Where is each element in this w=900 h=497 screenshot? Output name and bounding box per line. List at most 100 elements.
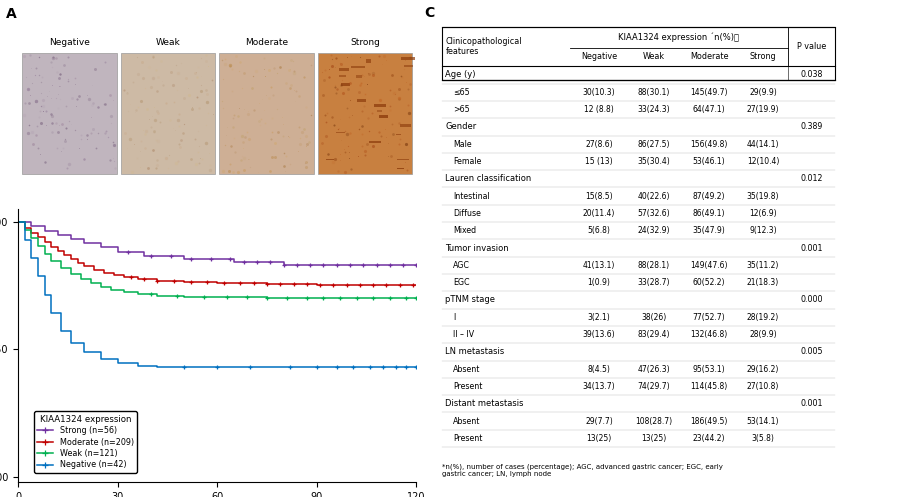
Bar <box>442 26 835 81</box>
Text: 12(6.9): 12(6.9) <box>749 209 777 218</box>
Bar <box>326 159 334 160</box>
Text: Male: Male <box>453 140 472 149</box>
Text: C: C <box>424 5 434 19</box>
Bar <box>339 69 349 71</box>
Text: 0.005: 0.005 <box>800 347 823 356</box>
Text: *n(%), number of cases (percentage); AGC, advanced gastric cancer; EGC, early
ga: *n(%), number of cases (percentage); AGC… <box>442 463 723 477</box>
Text: 15(8.5): 15(8.5) <box>585 192 613 201</box>
Text: 83(29.4): 83(29.4) <box>638 330 670 339</box>
Text: 88(28.1): 88(28.1) <box>638 261 670 270</box>
Bar <box>351 66 365 68</box>
Text: 74(29.7): 74(29.7) <box>638 382 670 391</box>
Text: I: I <box>453 313 455 322</box>
Text: 41(13.1): 41(13.1) <box>583 261 616 270</box>
Text: Moderate: Moderate <box>245 38 288 47</box>
Text: Weak: Weak <box>643 53 665 62</box>
Text: Clinicopathological
features: Clinicopathological features <box>446 37 522 56</box>
Text: 29(7.7): 29(7.7) <box>585 416 613 425</box>
Text: KIAA1324 expression ´n(%)。: KIAA1324 expression ´n(%)。 <box>618 32 739 42</box>
Text: 29(9.9): 29(9.9) <box>749 88 777 97</box>
Text: Gender: Gender <box>446 122 477 131</box>
Bar <box>396 134 401 135</box>
Text: 12(10.4): 12(10.4) <box>747 157 779 166</box>
Text: 24(32.9): 24(32.9) <box>638 226 670 235</box>
Bar <box>377 110 382 112</box>
Bar <box>121 54 215 174</box>
Text: 88(30.1): 88(30.1) <box>638 88 670 97</box>
Legend: Strong (n=56), Moderate (n=209), Weak (n=121), Negative (n=42): Strong (n=56), Moderate (n=209), Weak (n… <box>34 412 137 473</box>
Text: 15 (13): 15 (13) <box>585 157 613 166</box>
Text: 38(26): 38(26) <box>642 313 667 322</box>
Text: 13(25): 13(25) <box>587 434 612 443</box>
Text: 1(0.9): 1(0.9) <box>588 278 610 287</box>
Text: 0.038: 0.038 <box>800 71 823 80</box>
Text: Moderate: Moderate <box>689 53 728 62</box>
Text: 57(32.6): 57(32.6) <box>638 209 670 218</box>
Text: 53(14.1): 53(14.1) <box>747 416 779 425</box>
Text: 27(19.9): 27(19.9) <box>747 105 779 114</box>
Text: Diffuse: Diffuse <box>453 209 481 218</box>
Bar <box>340 83 349 86</box>
Text: 145(49.7): 145(49.7) <box>690 88 728 97</box>
Text: 86(27.5): 86(27.5) <box>638 140 670 149</box>
Text: Intestinal: Intestinal <box>453 192 490 201</box>
Text: Negative: Negative <box>49 38 90 47</box>
Text: 35(19.8): 35(19.8) <box>747 192 779 201</box>
Text: 9(12.3): 9(12.3) <box>749 226 777 235</box>
Text: 149(47.6): 149(47.6) <box>690 261 728 270</box>
Bar <box>356 75 362 78</box>
Text: 39(13.6): 39(13.6) <box>582 330 616 339</box>
Text: Distant metastasis: Distant metastasis <box>446 399 524 408</box>
Text: 156(49.8): 156(49.8) <box>690 140 728 149</box>
Text: 3(5.8): 3(5.8) <box>752 434 774 443</box>
Text: 35(47.9): 35(47.9) <box>693 226 725 235</box>
Text: Age (y): Age (y) <box>446 71 476 80</box>
Text: A: A <box>6 6 17 20</box>
Text: 64(47.1): 64(47.1) <box>693 105 725 114</box>
Bar <box>379 115 388 118</box>
Text: 132(46.8): 132(46.8) <box>690 330 728 339</box>
Text: 87(49.2): 87(49.2) <box>693 192 725 201</box>
Bar <box>338 75 346 77</box>
Text: 21(18.3): 21(18.3) <box>747 278 779 287</box>
Text: 33(24.3): 33(24.3) <box>638 105 670 114</box>
Text: 8(4.5): 8(4.5) <box>588 365 610 374</box>
Bar <box>366 60 371 63</box>
Text: ≤65: ≤65 <box>453 88 470 97</box>
Text: LN metastasis: LN metastasis <box>446 347 505 356</box>
Text: 95(53.1): 95(53.1) <box>693 365 725 374</box>
Text: Strong: Strong <box>350 38 380 47</box>
Text: Present: Present <box>453 382 482 391</box>
Text: 5(6.8): 5(6.8) <box>588 226 610 235</box>
Bar <box>401 57 416 60</box>
Text: pTNM stage: pTNM stage <box>446 295 495 305</box>
Text: 35(11.2): 35(11.2) <box>747 261 779 270</box>
Bar <box>220 54 314 174</box>
Text: 34(13.7): 34(13.7) <box>582 382 616 391</box>
Text: II – IV: II – IV <box>453 330 474 339</box>
Bar <box>22 54 117 174</box>
Text: 27(8.6): 27(8.6) <box>585 140 613 149</box>
Text: 23(44.2): 23(44.2) <box>693 434 725 443</box>
Text: 27(10.8): 27(10.8) <box>747 382 779 391</box>
Text: 13(25): 13(25) <box>642 434 667 443</box>
Text: 28(19.2): 28(19.2) <box>747 313 779 322</box>
Bar <box>397 159 409 160</box>
Bar <box>357 99 365 102</box>
Text: 35(30.4): 35(30.4) <box>638 157 670 166</box>
Text: 108(28.7): 108(28.7) <box>635 416 672 425</box>
Text: 53(46.1): 53(46.1) <box>693 157 725 166</box>
Text: 114(45.8): 114(45.8) <box>690 382 728 391</box>
Text: 30(10.3): 30(10.3) <box>582 88 616 97</box>
Text: 47(26.3): 47(26.3) <box>638 365 670 374</box>
Text: 28(9.9): 28(9.9) <box>749 330 777 339</box>
Text: 40(22.6): 40(22.6) <box>638 192 670 201</box>
Text: EGC: EGC <box>453 278 470 287</box>
Text: 20(11.4): 20(11.4) <box>583 209 616 218</box>
Text: AGC: AGC <box>453 261 470 270</box>
Text: 77(52.7): 77(52.7) <box>693 313 725 322</box>
Bar <box>397 168 404 169</box>
Text: 60(52.2): 60(52.2) <box>693 278 725 287</box>
Text: Strong: Strong <box>750 53 777 62</box>
Bar <box>374 104 386 107</box>
